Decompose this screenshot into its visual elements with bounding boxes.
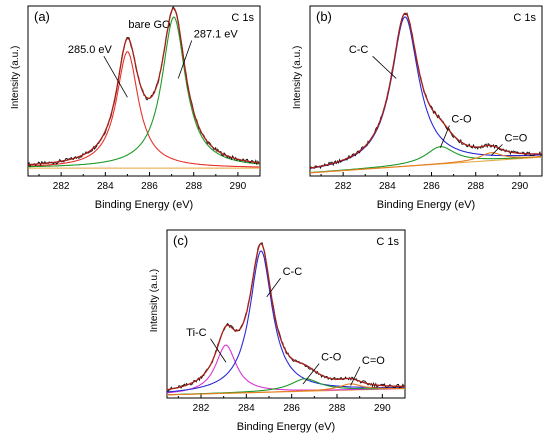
envelope-fit-line — [309, 12, 543, 169]
panel-label: (c) — [173, 233, 188, 248]
sample-label: bare GO — [128, 19, 171, 31]
peak-ti-c-line — [166, 344, 406, 394]
peak-c-c-line — [309, 16, 542, 169]
x-tick-label: 282 — [193, 403, 210, 414]
x-tick-label: 286 — [423, 181, 440, 192]
peak-285-0-ev-line — [28, 51, 260, 168]
peak-c-o-line — [309, 152, 543, 174]
plot-frame — [166, 229, 406, 399]
annotation-leader-line — [266, 277, 281, 298]
raw-data-line — [309, 12, 543, 170]
x-tick-label: 288 — [467, 181, 484, 192]
chart-panel-c: 282 284 286 288 290 Binding Energy (eV) Intens… — [149, 229, 406, 433]
chart-panel-a: 282 284 286 288 290 Binding Energy (eV) Intens… — [10, 5, 261, 211]
annotation-label: C=O — [504, 132, 527, 144]
peak-c-o-line — [166, 383, 405, 396]
x-tick-label: 288 — [329, 403, 346, 414]
x-tick-label: 286 — [283, 403, 300, 414]
annotation-leader-line — [103, 56, 128, 98]
annotation-label: 287.1 eV — [194, 28, 239, 40]
y-axis-label: Intensity (a.u.) — [10, 46, 21, 109]
x-axis-label: Binding Energy (eV) — [237, 421, 335, 433]
panel-label: (b) — [316, 9, 332, 24]
annotation-label: C=O — [362, 355, 385, 367]
x-tick-label: 284 — [238, 403, 255, 414]
annotation-leader-line — [490, 144, 503, 156]
envelope-fit-line — [166, 242, 405, 391]
annotation-label: C-O — [451, 113, 472, 125]
x-tick-label: 284 — [97, 181, 114, 192]
x-tick-label: 290 — [230, 181, 247, 192]
corner-label: C 1s — [231, 12, 254, 24]
peak-287-1-ev-line — [28, 16, 261, 168]
plot-frame — [27, 5, 261, 177]
x-tick-label: 290 — [374, 403, 391, 414]
annotation-leader-line — [210, 338, 227, 363]
corner-label: C 1s — [376, 236, 399, 248]
x-axis-label: Binding Energy (eV) — [377, 199, 475, 211]
plot-frame — [309, 5, 543, 177]
x-tick-label: 288 — [185, 181, 202, 192]
annotation-leader-line — [177, 40, 193, 79]
x-tick-label: 286 — [141, 181, 158, 192]
x-tick-label: 284 — [379, 181, 396, 192]
corner-label: C 1s — [513, 12, 536, 24]
annotation-leader-line — [439, 125, 450, 148]
x-tick-label: 282 — [53, 181, 70, 192]
chart-panel-b: 282 284 286 288 290 Binding Energy (eV) Intens… — [292, 5, 543, 211]
x-tick-label: 290 — [512, 181, 529, 192]
envelope-fit-line — [28, 7, 261, 166]
annotation-label: 285.0 eV — [68, 44, 113, 56]
x-axis-label: Binding Energy (eV) — [95, 199, 193, 211]
annotation-leader-line — [350, 366, 361, 386]
annotation-label: C-O — [321, 352, 342, 364]
x-tick-label: 282 — [335, 181, 352, 192]
y-axis-label: Intensity (a.u.) — [149, 269, 160, 332]
annotation-leader-line — [372, 55, 397, 79]
y-axis-label: Intensity (a.u.) — [292, 46, 303, 109]
annotation-label: C-C — [349, 44, 369, 56]
annotation-label: C-C — [283, 266, 303, 278]
annotation-leader-line — [302, 363, 320, 385]
panel-label: (a) — [34, 9, 50, 24]
annotation-label: Ti-C — [186, 327, 206, 339]
